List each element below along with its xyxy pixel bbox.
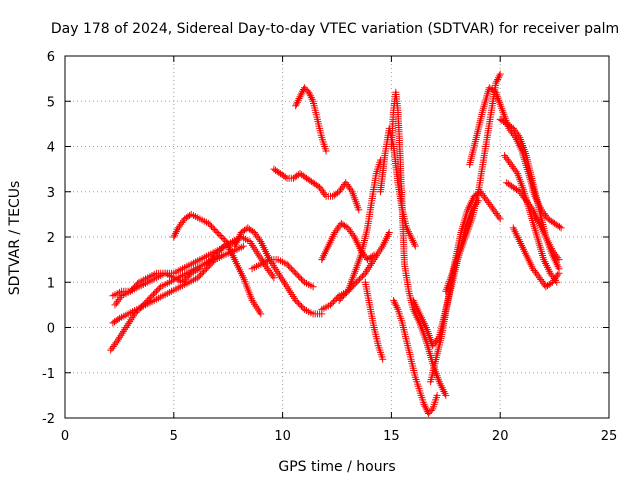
point-markers <box>318 229 393 313</box>
y-tick-label: 5 <box>47 95 55 110</box>
x-tick-label: 15 <box>383 429 400 444</box>
series-17 <box>390 296 441 417</box>
point-markers <box>335 156 384 304</box>
y-tick-label: 0 <box>47 322 55 337</box>
point-markers <box>503 179 563 264</box>
point-markers <box>231 224 326 318</box>
series-5 <box>170 210 265 318</box>
series-10 <box>292 84 330 155</box>
x-axis-label: GPS time / hours <box>278 459 395 475</box>
point-markers <box>109 242 247 327</box>
x-tick-label: 10 <box>274 429 291 444</box>
point-markers <box>387 88 450 399</box>
point-markers <box>270 165 363 214</box>
series-11 <box>318 229 393 313</box>
y-tick-label: 4 <box>47 141 55 156</box>
point-markers <box>442 70 504 295</box>
series-7 <box>231 224 326 318</box>
series-9 <box>270 165 363 214</box>
point-markers <box>390 296 441 417</box>
series-16 <box>387 88 450 399</box>
axis-ticks: 0 5 10 15 20 25 -2 -1 0 1 2 3 4 5 6 <box>42 50 617 444</box>
series-19 <box>427 188 504 386</box>
y-tick-label: -1 <box>42 367 55 382</box>
y-tick-label: 1 <box>47 276 55 291</box>
y-tick-label: 3 <box>47 186 55 201</box>
series-13 <box>335 156 384 304</box>
series-20 <box>442 70 504 295</box>
series-8 <box>248 256 317 291</box>
y-axis-label: SDTVAR / TECUs <box>7 181 23 296</box>
x-tick-label: 25 <box>601 429 618 444</box>
data-points <box>107 70 565 417</box>
point-markers <box>170 210 265 318</box>
point-markers <box>109 265 204 300</box>
series-2 <box>109 242 247 327</box>
point-markers <box>509 224 563 291</box>
series-15 <box>377 124 419 250</box>
series-4 <box>109 265 204 300</box>
y-tick-label: -2 <box>42 412 55 427</box>
grid <box>65 56 609 418</box>
point-markers <box>377 124 419 250</box>
point-markers <box>292 84 330 155</box>
y-tick-label: 6 <box>47 50 55 65</box>
point-markers <box>248 256 317 291</box>
x-tick-label: 20 <box>492 429 509 444</box>
series-25 <box>503 179 563 264</box>
point-markers <box>427 188 504 386</box>
x-tick-label: 0 <box>61 429 69 444</box>
y-tick-label: 2 <box>47 231 55 246</box>
point-markers <box>361 278 387 363</box>
series-24 <box>509 224 563 291</box>
chart-title: Day 178 of 2024, Sidereal Day-to-day VTE… <box>51 21 619 37</box>
x-tick-label: 5 <box>170 429 178 444</box>
series-14 <box>361 278 387 363</box>
